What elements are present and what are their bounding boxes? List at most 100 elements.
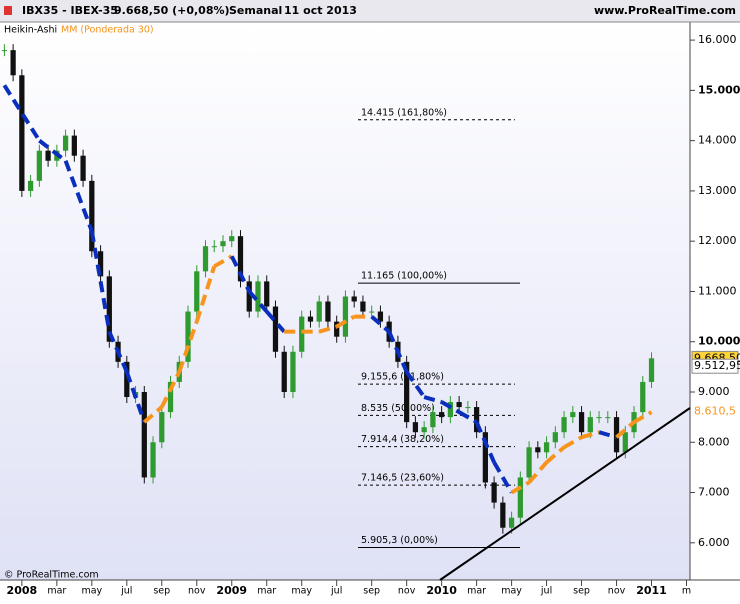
candle-body: [334, 321, 340, 337]
price-box: [691, 358, 739, 374]
candle-body: [377, 311, 384, 322]
symbol: IBX35 - IBEX-35: [22, 4, 118, 17]
ma-segment: [2, 84, 42, 142]
x-tick-label: mar: [467, 586, 486, 597]
candle-body: [194, 271, 200, 312]
candle-body: [141, 391, 147, 478]
candle-body: [281, 351, 287, 392]
candle-body: [342, 296, 349, 337]
ma-segment: [247, 290, 269, 313]
candle-body: [360, 301, 366, 312]
candle-body: [596, 417, 602, 419]
candle-body: [255, 281, 261, 312]
x-tick-label: jul: [120, 586, 132, 597]
ma-segment: [318, 324, 338, 334]
candle-body: [246, 281, 252, 312]
candle-body: [159, 412, 165, 443]
candle-body: [185, 311, 191, 362]
y-tick-label: 10.000: [698, 335, 740, 348]
candle-body: [80, 155, 86, 181]
x-tick-label: 2011: [636, 584, 667, 597]
x-tick-label: nov: [398, 586, 416, 597]
candle-body: [272, 306, 279, 352]
x-tick-label: may: [81, 586, 102, 597]
fib-label: 7.914,4 (38,20%): [361, 434, 444, 445]
candle-body: [307, 316, 314, 322]
candle-body: [351, 296, 357, 302]
fib-label: 7.146,5 (23,60%): [361, 473, 444, 484]
fib-label: 5.905,3 (0,00%): [361, 535, 438, 546]
x-tick-label: nov: [188, 586, 206, 597]
ma-segment: [474, 421, 496, 464]
y-tick-label: 6.000: [698, 536, 730, 549]
candle-body: [439, 412, 445, 418]
plot: 14.415 (161,80%) 11.165 (100,00%) 9.155,6 …: [1, 44, 655, 549]
icon: [4, 6, 12, 15]
x-tick-label: 2010: [426, 584, 457, 597]
ma-segment: [335, 314, 356, 329]
ma-segment: [440, 400, 461, 414]
price-label: 9.512,95: [694, 359, 740, 372]
x-tick-label: may: [501, 586, 522, 597]
x-tick-label: 2008: [7, 584, 38, 597]
ma-segment: [633, 410, 653, 424]
ma-segment: [63, 160, 94, 232]
candle-body: [211, 246, 217, 248]
site: www.ProRealTime.com: [594, 4, 736, 17]
ma-segment: [38, 139, 67, 163]
candle-body: [19, 75, 25, 191]
candle-body: [220, 241, 226, 247]
y-tick-label: 14.000: [698, 134, 737, 147]
candle-body: [71, 135, 77, 156]
ma-segment: [458, 410, 478, 424]
ma-segment: [527, 461, 549, 484]
legend-ma: MM (Ponderada 30): [61, 25, 154, 36]
header-bar: [0, 0, 740, 22]
candle-body: [167, 381, 174, 413]
x-tick-label: mar: [47, 586, 66, 597]
date: 11 oct 2013: [284, 4, 357, 17]
candle-body: [404, 361, 410, 423]
candle-body: [473, 407, 480, 433]
ma-segment: [107, 330, 129, 373]
ma-segment: [405, 370, 426, 399]
candle-body: [369, 311, 375, 313]
ma-segment: [177, 320, 199, 373]
fib-label: 14.415 (161,80%): [361, 107, 447, 118]
ma-segment: [492, 461, 514, 494]
fib-label: 11.165 (100,00%): [361, 271, 447, 282]
ma-segment: [423, 395, 443, 404]
ma-segment: [581, 430, 600, 440]
x-tick-label: 2009: [216, 584, 247, 597]
candle-body: [622, 432, 628, 453]
y-tick-label: 11.000: [698, 284, 737, 297]
candle-body: [482, 432, 488, 483]
ma-segment: [89, 230, 112, 333]
candle-body: [150, 442, 156, 478]
candle-body: [421, 427, 427, 433]
y-tick-label: 12.000: [698, 234, 737, 247]
y-axis-area: [690, 22, 740, 600]
candle-body: [500, 502, 506, 528]
price-box: [692, 404, 736, 419]
x-tick-label: jul: [330, 586, 342, 597]
legend-price: Heikin-Ashi: [4, 25, 57, 36]
candle-body: [36, 150, 42, 181]
candle-body: [27, 180, 34, 191]
candle-body: [202, 246, 209, 272]
x-tick-label: mar: [257, 586, 276, 597]
fib-label: 8.535 (50,00%): [361, 403, 435, 414]
candle-body: [45, 150, 51, 161]
y-tick-label: 8.000: [698, 435, 730, 448]
candle-body: [605, 417, 611, 419]
y-tick-label: 16.000: [698, 33, 737, 46]
ma-segment: [387, 330, 409, 373]
ma-segment: [615, 420, 636, 439]
x-tick-label: sep: [363, 586, 380, 597]
ma-segment: [124, 371, 147, 423]
footer: © ProRealTime.com: [4, 570, 99, 581]
ma-segment: [370, 315, 391, 334]
ma-segment: [598, 430, 618, 440]
candle-body: [97, 251, 104, 277]
x-tick-label: jul: [540, 586, 552, 597]
